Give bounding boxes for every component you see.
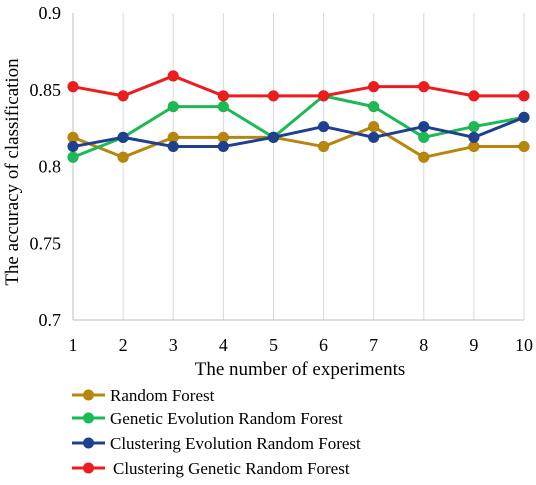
data-point [518, 111, 530, 124]
series-line [72, 125, 524, 159]
data-point [117, 151, 129, 164]
y-tick-label: 0.75 [30, 233, 62, 253]
data-point [317, 90, 330, 102]
x-tick-label: 6 [319, 335, 328, 355]
legend-item: Clustering Evolution Random Forest [72, 434, 361, 453]
legend-item: Genetic Evolution Random Forest [72, 409, 343, 428]
data-point [468, 120, 480, 133]
axes [72, 13, 524, 321]
data-point [217, 100, 230, 113]
data-point [468, 90, 480, 102]
data-point [267, 90, 280, 102]
data-point [367, 131, 380, 144]
x-tick-label: 9 [469, 335, 478, 355]
data-point [67, 140, 79, 153]
legend-label: Clustering Genetic Random Forest [113, 459, 350, 478]
data-point [67, 80, 79, 93]
y-tick-label: 0.9 [39, 3, 62, 23]
data-point [167, 100, 179, 113]
data-point [67, 151, 79, 164]
data-point [418, 131, 430, 144]
data-point [167, 140, 179, 153]
data-point [267, 131, 280, 144]
data-point [217, 90, 230, 102]
data-point [167, 70, 179, 82]
data-point [117, 90, 129, 102]
x-tick-label: 10 [515, 335, 533, 355]
data-point [217, 140, 230, 153]
series-line [72, 94, 525, 159]
legend-swatch-marker [83, 462, 94, 474]
data-point [418, 151, 430, 164]
data-point [518, 140, 530, 153]
data-point [367, 80, 380, 93]
series-lines [67, 70, 530, 164]
y-tick-label: 0.85 [30, 80, 62, 100]
data-point [468, 131, 480, 144]
x-tick-label: 1 [69, 335, 78, 355]
legend-swatch-marker [83, 389, 94, 401]
data-point [518, 90, 530, 102]
data-point [317, 120, 330, 133]
x-tick-label: 8 [419, 335, 428, 355]
x-tick-label: 3 [169, 335, 178, 355]
y-tick-label: 0.7 [39, 310, 62, 330]
data-point [367, 100, 380, 113]
legend-label: Genetic Evolution Random Forest [110, 409, 343, 428]
series-3 [67, 111, 530, 153]
x-tick-label: 7 [369, 335, 378, 355]
data-point [418, 120, 430, 133]
series-4 [67, 70, 530, 102]
legend-item: Clustering Genetic Random Forest [72, 459, 350, 478]
series-1 [67, 120, 530, 164]
y-tick-label: 0.8 [39, 157, 62, 177]
legend-label: Random Forest [110, 386, 215, 405]
data-point [367, 120, 380, 133]
x-tick-label: 2 [119, 335, 128, 355]
data-point [418, 80, 430, 93]
legend-item: Random Forest [72, 386, 215, 405]
x-tick-labels: 1 2 3 4 5 6 7 8 9 10 [69, 335, 534, 355]
legend-label: Clustering Evolution Random Forest [110, 434, 361, 453]
x-axis-label: The number of experiments [195, 359, 406, 380]
y-tick-labels: 0.7 0.75 0.8 0.85 0.9 [30, 3, 62, 330]
data-point [117, 131, 129, 144]
data-point [317, 140, 330, 153]
grid-lines [72, 13, 525, 320]
x-tick-label: 5 [269, 335, 278, 355]
series-line [72, 115, 525, 149]
legend-swatch-marker [83, 412, 94, 424]
legend: Random Forest Genetic Evolution Random Fo… [72, 386, 361, 478]
legend-swatch-marker [83, 437, 94, 449]
x-tick-label: 4 [219, 335, 228, 355]
y-axis-label: The accuracy of classification [2, 58, 23, 286]
series-line [72, 74, 524, 98]
